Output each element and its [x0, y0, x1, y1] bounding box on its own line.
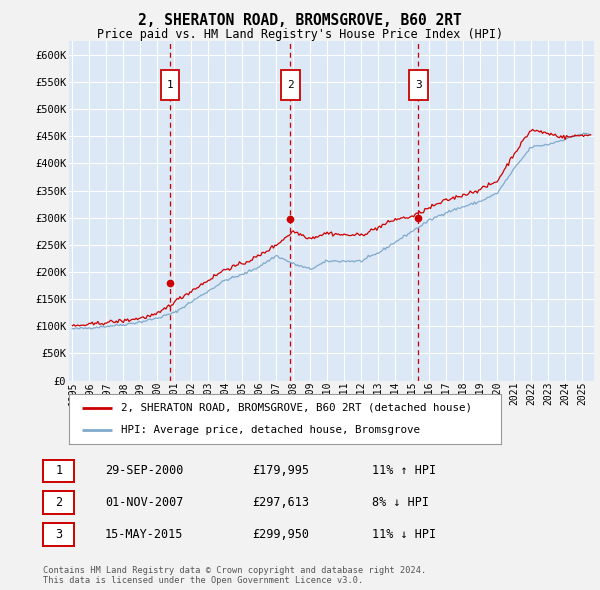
Text: 15-MAY-2015: 15-MAY-2015: [105, 528, 184, 541]
Text: 11% ↑ HPI: 11% ↑ HPI: [372, 464, 436, 477]
Text: 2, SHERATON ROAD, BROMSGROVE, B60 2RT (detached house): 2, SHERATON ROAD, BROMSGROVE, B60 2RT (d…: [121, 402, 472, 412]
Text: HPI: Average price, detached house, Bromsgrove: HPI: Average price, detached house, Brom…: [121, 425, 420, 435]
Text: Contains HM Land Registry data © Crown copyright and database right 2024.
This d: Contains HM Land Registry data © Crown c…: [43, 566, 427, 585]
Text: £297,613: £297,613: [252, 496, 309, 509]
Text: 2: 2: [287, 80, 294, 90]
Text: 11% ↓ HPI: 11% ↓ HPI: [372, 528, 436, 541]
Text: £179,995: £179,995: [252, 464, 309, 477]
Text: 8% ↓ HPI: 8% ↓ HPI: [372, 496, 429, 509]
Text: £299,950: £299,950: [252, 528, 309, 541]
Text: 1: 1: [167, 80, 173, 90]
FancyBboxPatch shape: [281, 70, 300, 100]
Text: 3: 3: [415, 80, 422, 90]
Text: 01-NOV-2007: 01-NOV-2007: [105, 496, 184, 509]
Text: 29-SEP-2000: 29-SEP-2000: [105, 464, 184, 477]
FancyBboxPatch shape: [409, 70, 428, 100]
FancyBboxPatch shape: [161, 70, 179, 100]
Text: 2: 2: [55, 496, 62, 509]
Text: 2, SHERATON ROAD, BROMSGROVE, B60 2RT: 2, SHERATON ROAD, BROMSGROVE, B60 2RT: [138, 13, 462, 28]
Text: 1: 1: [55, 464, 62, 477]
Text: Price paid vs. HM Land Registry's House Price Index (HPI): Price paid vs. HM Land Registry's House …: [97, 28, 503, 41]
Text: 3: 3: [55, 528, 62, 541]
